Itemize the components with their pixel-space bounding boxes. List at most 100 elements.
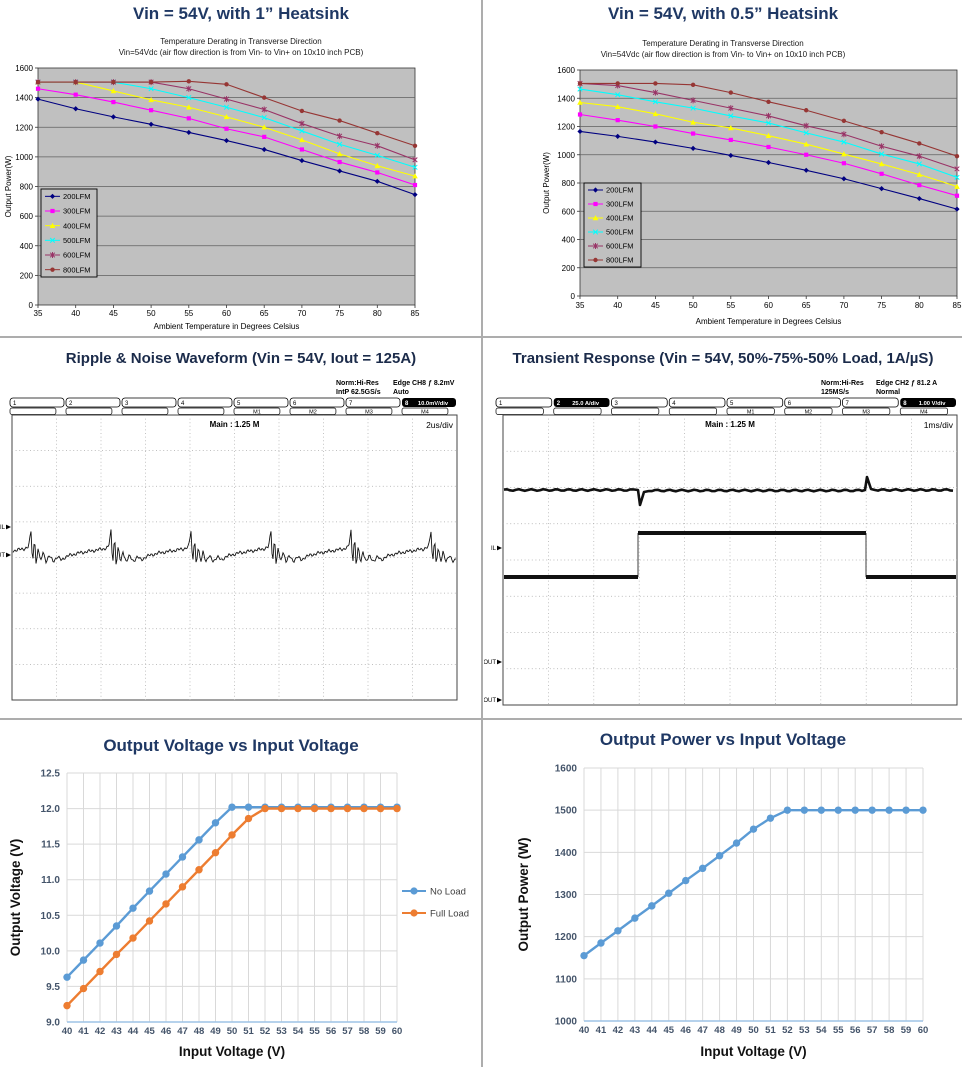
svg-text:2: 2 xyxy=(557,401,561,407)
svg-text:M3: M3 xyxy=(862,410,870,416)
svg-text:1600: 1600 xyxy=(557,66,575,75)
svg-text:5: 5 xyxy=(730,401,734,407)
svg-text:65: 65 xyxy=(802,301,811,310)
svg-text:11.0: 11.0 xyxy=(41,875,60,886)
svg-text:9.0: 9.0 xyxy=(46,1018,60,1029)
svg-text:54: 54 xyxy=(816,1025,827,1036)
svg-text:Main : 1.25 M: Main : 1.25 M xyxy=(210,420,260,429)
svg-text:Norm:Hi-Res: Norm:Hi-Res xyxy=(336,380,379,387)
svg-text:125MS/s: 125MS/s xyxy=(821,389,849,396)
svg-text:1ms/div: 1ms/div xyxy=(924,420,954,430)
svg-text:12.0: 12.0 xyxy=(41,804,61,815)
svg-text:60: 60 xyxy=(764,301,773,310)
svg-text:10.0: 10.0 xyxy=(41,946,61,957)
svg-text:600: 600 xyxy=(562,207,576,216)
horizontal-divider-2 xyxy=(0,718,962,720)
derating-05in-chart: 0 200 400 600 800 1000 1200 1400 1600 35 40 45 50 55 6… xyxy=(542,66,962,326)
svg-text:Ambient Temperature in Degrees: Ambient Temperature in Degrees Celsius xyxy=(154,322,300,331)
svg-text:500LFM: 500LFM xyxy=(63,236,91,245)
svg-text:VOUT: VOUT xyxy=(0,553,5,559)
svg-text:800LFM: 800LFM xyxy=(606,256,634,265)
svg-text:800: 800 xyxy=(20,183,34,192)
svg-text:1200: 1200 xyxy=(15,123,33,132)
svg-text:85: 85 xyxy=(953,301,962,310)
chart-title: Vin = 54V, with 1” Heatsink xyxy=(133,4,349,23)
svg-text:4: 4 xyxy=(181,401,185,407)
svg-text:43: 43 xyxy=(630,1025,641,1036)
svg-text:800: 800 xyxy=(562,179,576,188)
svg-text:7: 7 xyxy=(846,401,850,407)
svg-text:300LFM: 300LFM xyxy=(606,200,634,209)
panel-ripple-waveform: Norm:Hi-Res IntP 62.5GS/s Edge CH8 ƒ 8.2mV… xyxy=(0,339,482,719)
svg-text:0: 0 xyxy=(571,292,576,301)
ripple-oscilloscope-screenshot: Norm:Hi-Res IntP 62.5GS/s Edge CH8 ƒ 8.2mV… xyxy=(0,380,458,701)
svg-text:40: 40 xyxy=(579,1025,590,1036)
svg-text:Norm:Hi-Res: Norm:Hi-Res xyxy=(821,380,864,387)
horizontal-divider-1 xyxy=(0,336,962,338)
svg-text:59: 59 xyxy=(375,1026,386,1037)
svg-text:IOUT: IOUT xyxy=(484,660,496,666)
svg-text:55: 55 xyxy=(726,301,735,310)
scope-title: Transient Response (Vin = 54V, 50%-75%-5… xyxy=(512,350,934,367)
svg-text:56: 56 xyxy=(326,1026,337,1037)
panel-vout-vs-vin: 9.0 9.5 10.0 10.5 11.0 11.5 12.0 12.5 40 41 42 43 44… xyxy=(0,721,482,1067)
svg-text:8: 8 xyxy=(903,401,907,407)
svg-text:M2: M2 xyxy=(805,410,813,416)
svg-text:Input Voltage (V): Input Voltage (V) xyxy=(700,1044,806,1059)
svg-text:3: 3 xyxy=(125,401,129,407)
svg-text:70: 70 xyxy=(297,309,306,318)
svg-text:60: 60 xyxy=(222,309,231,318)
svg-text:43: 43 xyxy=(111,1026,122,1037)
svg-text:45: 45 xyxy=(663,1025,674,1036)
svg-text:Input Voltage (V): Input Voltage (V) xyxy=(179,1044,285,1059)
pout-vs-vin-chart: 1000 1100 1200 1300 1400 1500 1600 40 41 42 43 44 45… xyxy=(516,764,928,1060)
svg-text:200LFM: 200LFM xyxy=(606,186,634,195)
svg-text:70: 70 xyxy=(839,301,848,310)
svg-text:2: 2 xyxy=(69,401,73,407)
svg-text:49: 49 xyxy=(210,1026,221,1037)
svg-text:8: 8 xyxy=(405,401,409,407)
svg-text:1600: 1600 xyxy=(15,64,33,73)
svg-text:1000: 1000 xyxy=(15,153,33,162)
svg-text:IntP 62.5GS/s: IntP 62.5GS/s xyxy=(336,389,381,396)
svg-text:75: 75 xyxy=(335,309,344,318)
svg-text:M1: M1 xyxy=(747,410,755,416)
derating-1in-chart: 0 200 400 600 800 1000 1200 1400 1600 35 40 45 50 55 6… xyxy=(4,64,420,331)
vout-vs-vin-chart: 9.0 9.5 10.0 10.5 11.0 11.5 12.0 12.5 40 41 42 43 44… xyxy=(8,769,469,1060)
svg-text:49: 49 xyxy=(731,1025,742,1036)
svg-text:1400: 1400 xyxy=(557,94,575,103)
svg-text:1100: 1100 xyxy=(555,974,577,985)
svg-text:40: 40 xyxy=(62,1026,73,1037)
svg-text:M2: M2 xyxy=(309,410,317,416)
svg-text:51: 51 xyxy=(243,1026,254,1037)
svg-text:65: 65 xyxy=(260,309,269,318)
svg-text:5: 5 xyxy=(237,401,241,407)
svg-text:2us/div: 2us/div xyxy=(426,420,454,430)
svg-text:10.0mV/div: 10.0mV/div xyxy=(418,401,449,407)
svg-text:0: 0 xyxy=(29,301,34,310)
svg-text:1000: 1000 xyxy=(557,151,575,160)
svg-text:400: 400 xyxy=(20,242,34,251)
svg-text:Full Load: Full Load xyxy=(430,909,469,920)
svg-text:Edge CH8 ƒ 8.2mV: Edge CH8 ƒ 8.2mV xyxy=(393,380,455,387)
svg-text:50: 50 xyxy=(227,1026,238,1037)
svg-text:M4: M4 xyxy=(421,410,429,416)
svg-text:No Load: No Load xyxy=(430,887,466,898)
svg-text:40: 40 xyxy=(71,309,80,318)
svg-text:400LFM: 400LFM xyxy=(63,221,91,230)
svg-text:400LFM: 400LFM xyxy=(606,214,634,223)
svg-text:1200: 1200 xyxy=(555,932,578,943)
chart-subtitle-line1: Temperature Derating in Transverse Direc… xyxy=(642,39,804,48)
svg-text:9.5: 9.5 xyxy=(46,982,60,993)
svg-text:Output Power(W): Output Power(W) xyxy=(4,155,13,217)
svg-text:400: 400 xyxy=(562,236,576,245)
svg-text:4: 4 xyxy=(672,401,676,407)
svg-text:1200: 1200 xyxy=(557,123,575,132)
svg-text:500LFM: 500LFM xyxy=(606,228,634,237)
svg-text:1400: 1400 xyxy=(555,848,578,859)
svg-text:11.5: 11.5 xyxy=(41,840,60,851)
svg-text:Auto: Auto xyxy=(393,389,409,396)
svg-text:Output Power (W): Output Power (W) xyxy=(516,838,531,952)
svg-text:M4: M4 xyxy=(920,410,928,416)
